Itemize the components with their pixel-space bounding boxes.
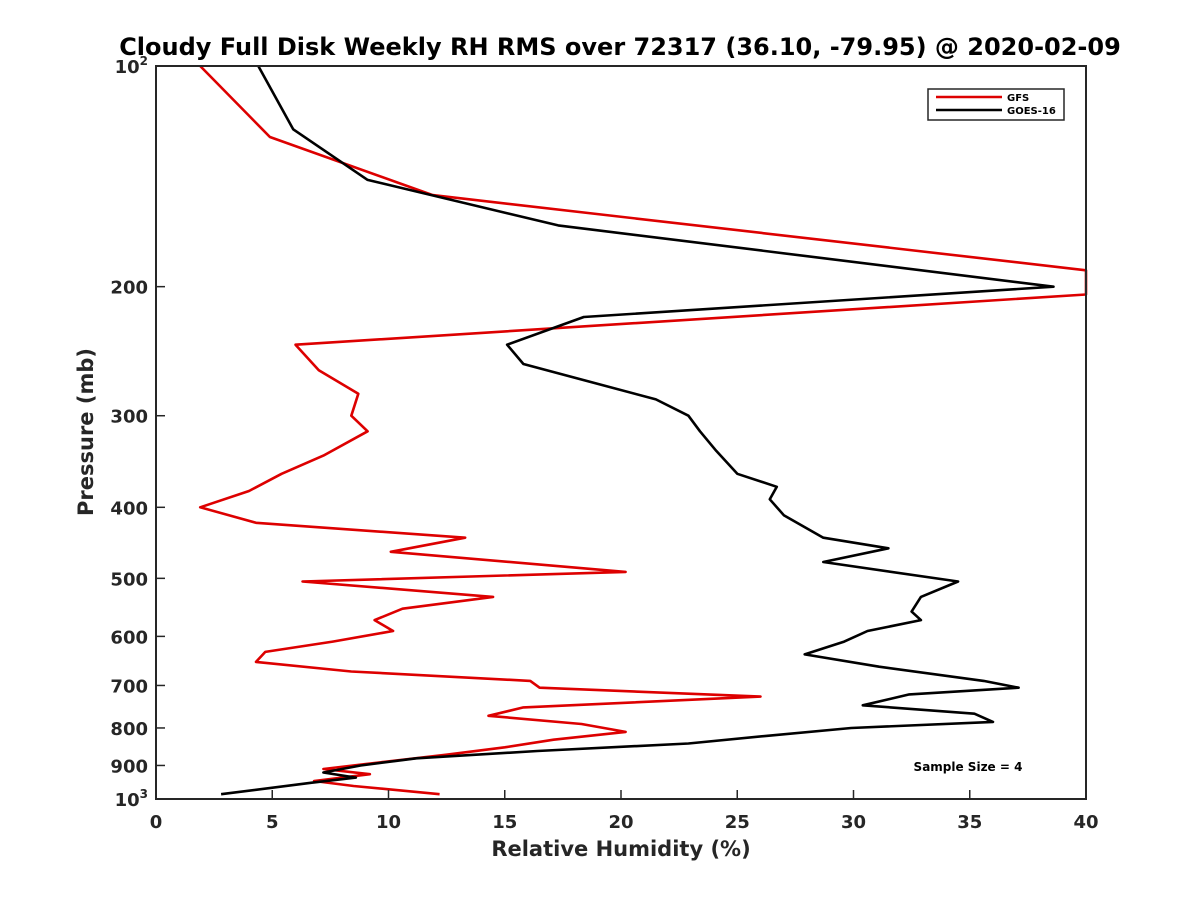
- y-tick-label: 600: [110, 627, 148, 648]
- x-tick-label: 15: [492, 812, 517, 833]
- x-tick-label: 5: [266, 812, 279, 833]
- series-line-gfs: [198, 65, 1088, 796]
- y-axis-ticks: 102 200 300 400 500 600 700 800 900 103: [110, 54, 165, 811]
- series-line-goes16: [220, 65, 1055, 796]
- plot-area: [156, 66, 1086, 799]
- x-tick-label: 0: [150, 812, 163, 833]
- x-axis-ticks: 0 5 10 15 20 25 30 35 40: [150, 790, 1099, 833]
- sample-size-annotation: Sample Size = 4: [914, 760, 1023, 774]
- y-tick-label: 700: [110, 676, 148, 697]
- x-tick-label: 25: [725, 812, 750, 833]
- y-tick-label: 200: [110, 278, 148, 299]
- legend-label-gfs: GFS: [1007, 93, 1029, 104]
- legend-box: [927, 88, 1065, 121]
- x-tick-label: 40: [1073, 812, 1098, 833]
- y-axis-label: Pressure (mb): [74, 348, 98, 516]
- y-tick-label: 500: [110, 569, 148, 590]
- x-axis-label: Relative Humidity (%): [491, 837, 750, 861]
- x-tick-label: 20: [608, 812, 633, 833]
- y-tick-label: 102: [115, 54, 148, 78]
- x-tick-label: 35: [957, 812, 982, 833]
- chart-title: Cloudy Full Disk Weekly RH RMS over 7231…: [119, 33, 1121, 61]
- y-tick-label: 900: [110, 756, 148, 777]
- legend: GFS GOES-16: [927, 88, 1065, 121]
- x-tick-label: 10: [376, 812, 401, 833]
- y-tick-label: 103: [115, 787, 148, 811]
- y-tick-label: 300: [110, 407, 148, 428]
- series-layer: [198, 65, 1088, 796]
- y-tick-label: 800: [110, 719, 148, 740]
- x-tick-label: 30: [841, 812, 866, 833]
- y-tick-label: 400: [110, 498, 148, 519]
- legend-label-goes16: GOES-16: [1007, 106, 1056, 117]
